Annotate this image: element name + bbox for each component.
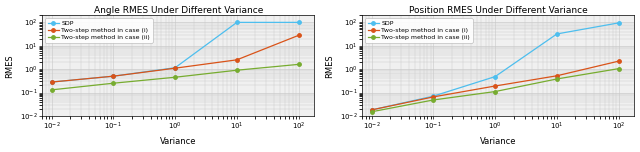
Line: Two-step method in case (i): Two-step method in case (i): [50, 34, 300, 84]
X-axis label: Variance: Variance: [160, 137, 196, 146]
Two-step method in case (i): [492, 85, 499, 87]
SDP: [295, 21, 303, 23]
SDP: [172, 67, 179, 69]
Two-step method in case (ii): [553, 78, 561, 80]
Two-step method in case (ii): [48, 89, 56, 91]
Two-step method in case (ii): [172, 76, 179, 78]
X-axis label: Variance: Variance: [480, 137, 516, 146]
Two-step method in case (i): [615, 60, 623, 62]
SDP: [368, 109, 376, 111]
Two-step method in case (i): [233, 59, 241, 61]
SDP: [429, 95, 437, 97]
Two-step method in case (ii): [492, 91, 499, 92]
Two-step method in case (ii): [109, 82, 117, 84]
Line: SDP: SDP: [50, 21, 300, 84]
Line: Two-step method in case (i): Two-step method in case (i): [370, 59, 620, 112]
SDP: [48, 81, 56, 83]
Line: Two-step method in case (ii): Two-step method in case (ii): [50, 63, 300, 92]
Y-axis label: RMES: RMES: [6, 54, 15, 78]
SDP: [615, 22, 623, 24]
Legend: SDP, Two-step method in case (i), Two-step method in case (ii): SDP, Two-step method in case (i), Two-st…: [365, 18, 472, 43]
Legend: SDP, Two-step method in case (i), Two-step method in case (ii): SDP, Two-step method in case (i), Two-st…: [45, 18, 152, 43]
Title: Angle RMES Under Different Variance: Angle RMES Under Different Variance: [93, 6, 263, 15]
Two-step method in case (i): [295, 34, 303, 36]
Two-step method in case (i): [109, 75, 117, 77]
SDP: [553, 33, 561, 35]
Two-step method in case (i): [368, 109, 376, 111]
Two-step method in case (ii): [615, 68, 623, 70]
SDP: [492, 76, 499, 78]
Line: SDP: SDP: [370, 21, 620, 112]
SDP: [109, 75, 117, 77]
Line: Two-step method in case (ii): Two-step method in case (ii): [370, 67, 620, 114]
SDP: [233, 21, 241, 23]
Two-step method in case (i): [429, 96, 437, 98]
Y-axis label: RMES: RMES: [326, 54, 335, 78]
Two-step method in case (i): [48, 81, 56, 83]
Two-step method in case (ii): [429, 99, 437, 101]
Two-step method in case (i): [172, 67, 179, 69]
Two-step method in case (i): [553, 75, 561, 77]
Two-step method in case (ii): [295, 63, 303, 65]
Two-step method in case (ii): [233, 69, 241, 71]
Title: Position RMES Under Different Variance: Position RMES Under Different Variance: [409, 6, 588, 15]
Two-step method in case (ii): [368, 111, 376, 113]
